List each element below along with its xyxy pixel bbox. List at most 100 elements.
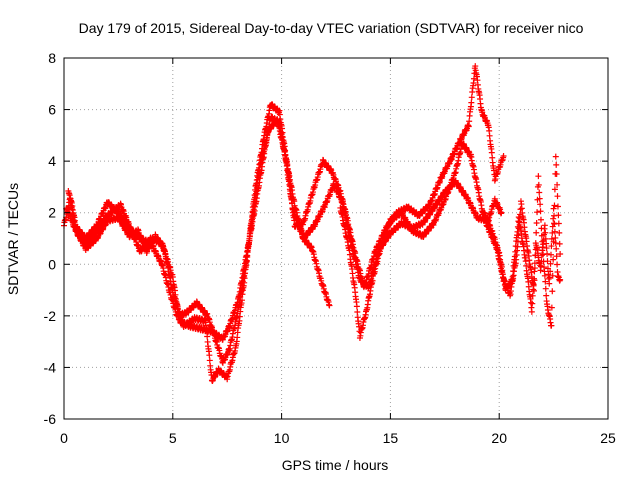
series-track-c — [63, 116, 333, 385]
plot-frame — [63, 57, 609, 420]
data-point — [206, 357, 213, 364]
data-point — [542, 229, 549, 236]
data-point — [551, 202, 558, 209]
data-point — [512, 248, 519, 255]
data-point — [528, 308, 535, 315]
data-point — [354, 308, 361, 315]
data-point — [541, 272, 548, 279]
data-point — [536, 189, 543, 196]
y-tick-label: 4 — [48, 153, 56, 169]
data-point — [557, 276, 564, 283]
data-point — [529, 300, 536, 307]
data-point — [542, 285, 549, 292]
data-point — [537, 262, 544, 269]
data-point — [551, 228, 558, 235]
data-point — [326, 302, 333, 309]
data-point — [465, 123, 472, 130]
data-point — [203, 328, 210, 335]
data-point — [468, 99, 475, 106]
data-point — [543, 245, 550, 252]
data-point — [541, 222, 548, 229]
data-point — [550, 215, 557, 222]
x-tick-label: 25 — [600, 430, 616, 446]
data-point — [512, 243, 519, 250]
data-point — [204, 333, 211, 340]
data-points — [61, 63, 564, 385]
data-point — [206, 352, 213, 359]
y-tick-label: 8 — [48, 50, 56, 66]
data-point — [547, 260, 554, 267]
data-point — [500, 152, 507, 159]
series-track-e — [480, 205, 564, 315]
data-point — [256, 166, 263, 173]
data-point — [353, 303, 360, 310]
data-point — [498, 209, 505, 216]
axis-ticks: 0 5 10 15 20 25 -6 -4 -2 0 2 4 6 8 — [44, 50, 616, 446]
data-point — [551, 212, 558, 219]
data-point — [234, 334, 241, 341]
data-point — [544, 258, 551, 265]
x-tick-label: 20 — [491, 430, 507, 446]
data-point — [556, 229, 563, 236]
series-track-d — [337, 140, 564, 341]
data-point — [537, 201, 544, 208]
data-point — [552, 240, 559, 247]
data-point — [547, 251, 554, 258]
data-point — [543, 292, 550, 299]
y-tick-label: -6 — [44, 411, 57, 427]
data-point — [238, 297, 245, 304]
data-point — [466, 118, 473, 125]
data-point — [531, 275, 538, 282]
y-tick-label: 2 — [48, 205, 56, 221]
data-point — [468, 94, 475, 101]
data-point — [547, 268, 554, 275]
data-point — [553, 171, 560, 178]
data-point — [557, 250, 564, 257]
data-point — [517, 206, 524, 213]
y-tick-label: 0 — [48, 256, 56, 272]
grid — [64, 58, 608, 419]
data-point — [548, 243, 555, 250]
data-point — [553, 245, 560, 252]
data-point — [546, 274, 553, 281]
data-point — [551, 186, 558, 193]
data-point — [486, 132, 493, 139]
data-point — [550, 256, 557, 263]
data-point — [550, 205, 557, 212]
y-tick-label: 6 — [48, 102, 56, 118]
data-point — [510, 268, 517, 275]
data-point — [535, 173, 542, 180]
data-point — [537, 263, 544, 270]
data-point — [533, 219, 540, 226]
data-point — [538, 258, 545, 265]
x-tick-label: 5 — [169, 430, 177, 446]
data-point — [546, 280, 553, 287]
data-point — [548, 304, 555, 311]
data-point — [533, 229, 540, 236]
x-tick-label: 10 — [274, 430, 290, 446]
data-point — [537, 216, 544, 223]
data-point — [236, 313, 243, 320]
data-point — [552, 234, 559, 241]
data-point — [488, 149, 495, 156]
data-point — [535, 181, 542, 188]
data-point — [530, 281, 537, 288]
data-point — [470, 75, 477, 82]
data-point — [529, 292, 536, 299]
data-point — [536, 195, 543, 202]
x-axis-label: GPS time / hours — [282, 457, 389, 473]
data-point — [530, 286, 537, 293]
data-point — [554, 203, 561, 210]
y-axis-label: SDTVAR / TECUs — [5, 183, 21, 295]
data-point — [544, 250, 551, 257]
data-point — [553, 161, 560, 168]
data-point — [549, 288, 556, 295]
data-point — [554, 181, 561, 188]
y-tick-label: -2 — [44, 308, 57, 324]
data-point — [548, 322, 555, 329]
data-point — [531, 268, 538, 275]
data-point — [509, 273, 516, 280]
data-point — [556, 240, 563, 247]
data-point — [548, 235, 555, 242]
